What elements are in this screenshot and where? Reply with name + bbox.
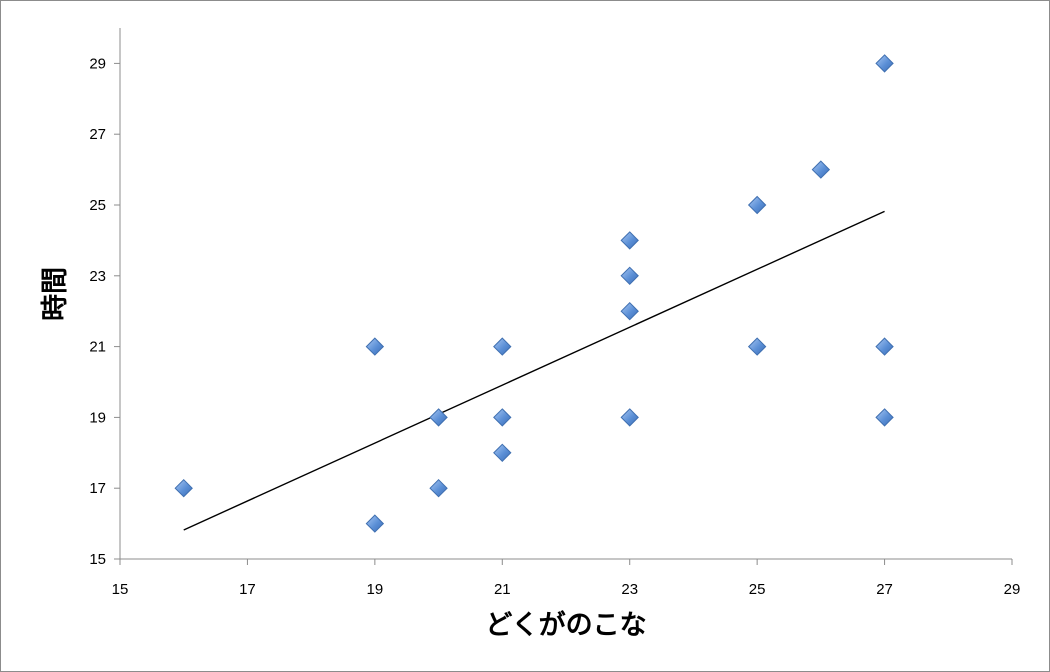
y-axis-title: 時間 (40, 267, 71, 321)
y-tick-label: 25 (89, 197, 106, 214)
data-point (620, 408, 639, 427)
data-point (174, 478, 193, 498)
y-tick-label: 29 (89, 55, 106, 72)
data-point (429, 408, 448, 427)
trendline-layer (183, 210, 885, 531)
data-point (811, 160, 831, 179)
y-tick-label: 17 (89, 480, 106, 497)
x-tick-label: 29 (1004, 581, 1021, 598)
data-point (875, 54, 894, 73)
y-axis-ticks: 15 17 19 21 23 25 27 29 (89, 55, 120, 568)
data-point (620, 266, 639, 286)
trendline (183, 210, 885, 531)
y-tick-label: 21 (89, 339, 106, 356)
x-tick-label: 21 (494, 581, 511, 598)
data-point (365, 337, 385, 356)
y-tick-label: 19 (89, 409, 106, 426)
data-point (875, 337, 894, 356)
x-tick-label: 27 (876, 581, 893, 598)
data-point (365, 514, 385, 533)
x-tick-label: 17 (239, 581, 256, 598)
x-tick-label: 25 (749, 581, 766, 598)
data-point (620, 231, 639, 250)
data-point (747, 337, 767, 356)
y-tick-label: 15 (89, 551, 106, 568)
data-point (493, 443, 512, 463)
data-point (429, 478, 448, 498)
x-tick-label: 15 (112, 581, 129, 598)
y-tick-label: 23 (89, 268, 106, 285)
x-tick-label: 19 (367, 581, 384, 598)
x-axis-ticks: 15 17 19 21 23 25 27 29 (112, 559, 1021, 598)
data-point (747, 195, 767, 215)
x-axis-title: どくがのこな (485, 609, 646, 641)
data-point (875, 408, 894, 427)
data-point (493, 408, 512, 427)
data-point (620, 301, 639, 321)
data-point (493, 337, 512, 356)
y-tick-label: 27 (89, 126, 106, 143)
x-tick-label: 23 (621, 581, 638, 598)
data-points (174, 54, 894, 533)
